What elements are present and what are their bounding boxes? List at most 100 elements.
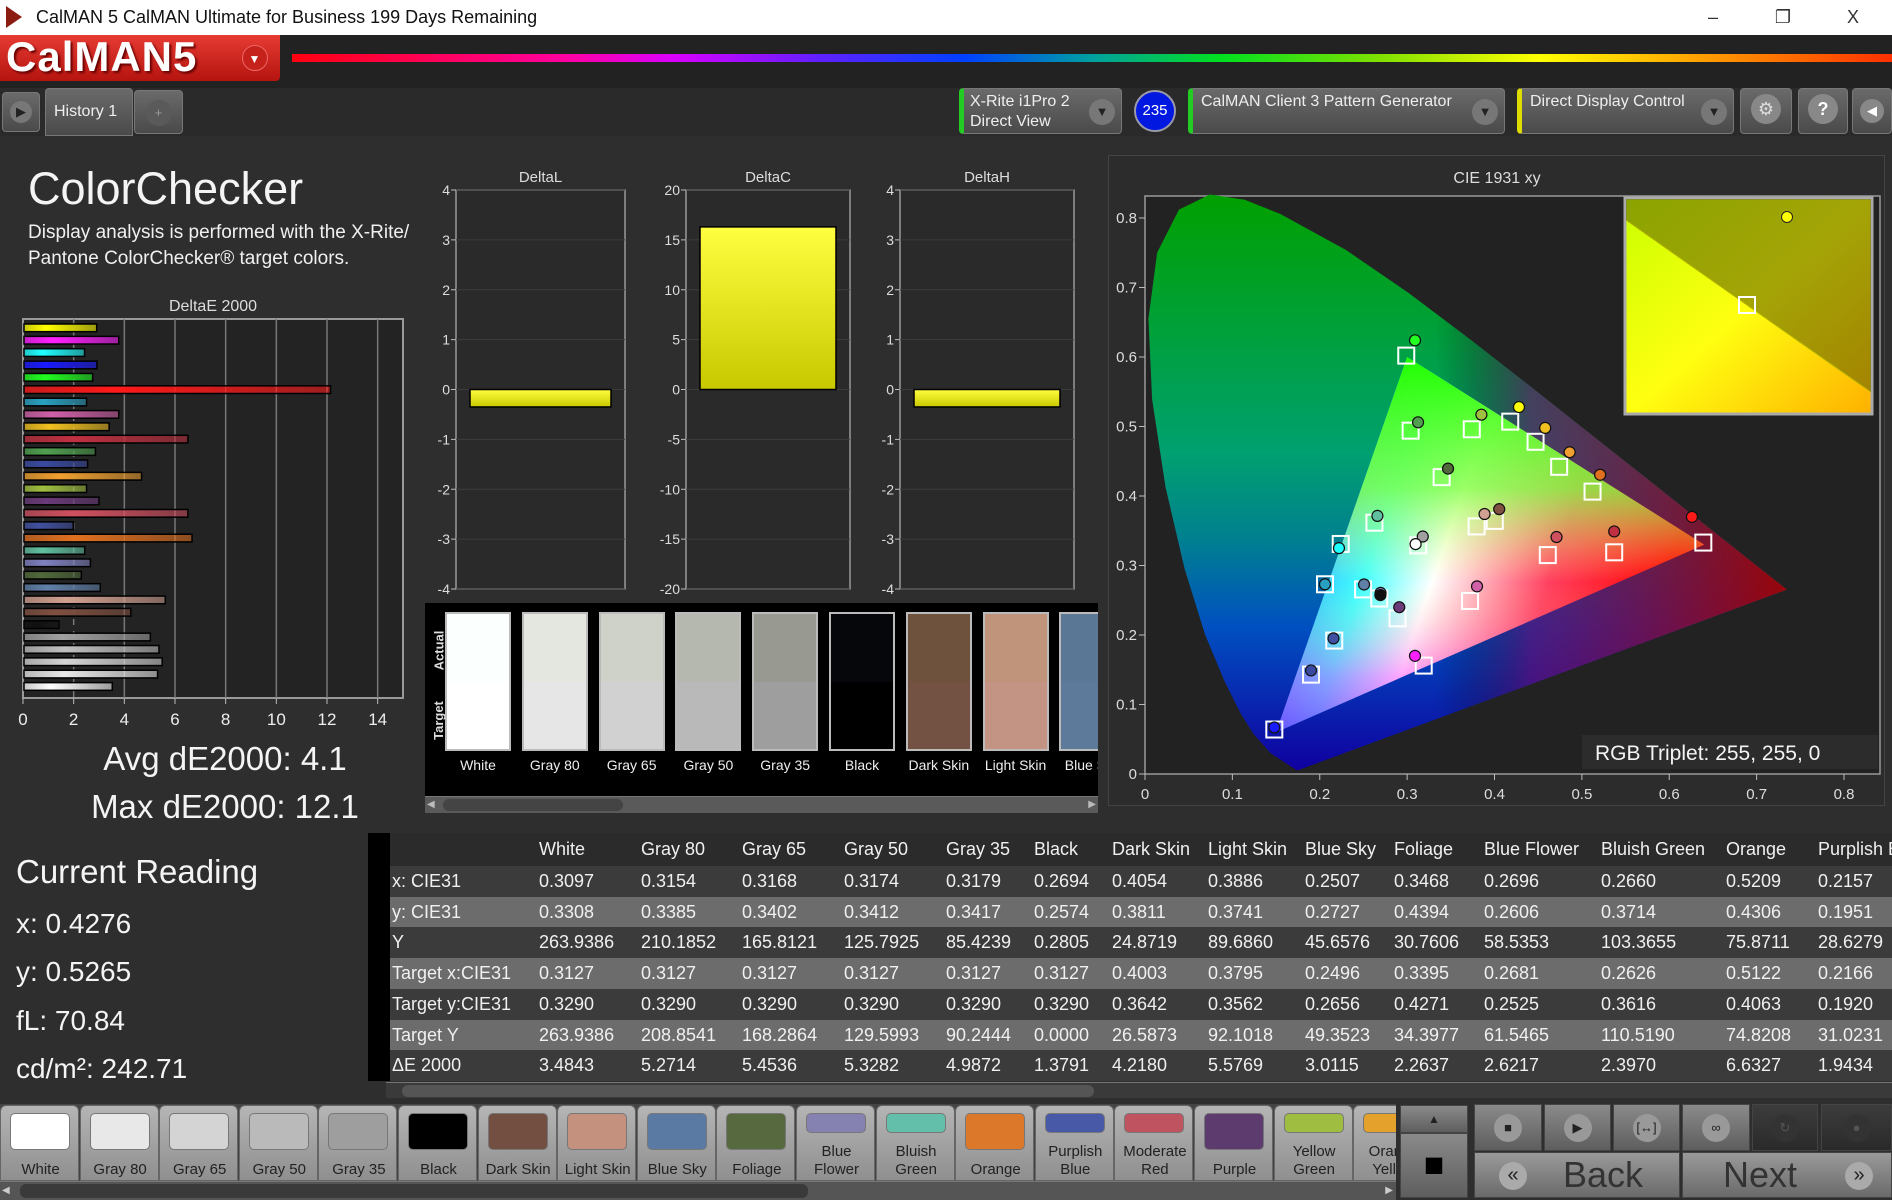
column-header[interactable]: Dark Skin	[1112, 839, 1191, 859]
x-tick-label: 14	[368, 710, 387, 729]
column-header[interactable]: Gray 65	[742, 839, 807, 859]
column-header[interactable]: Bluish Green	[1601, 839, 1706, 859]
restore-button[interactable]: ❐	[1774, 7, 1792, 27]
patch-blue-flower[interactable]: Blue Flower	[796, 1105, 875, 1181]
patch-gray-65[interactable]: Gray 65	[159, 1105, 239, 1181]
scroll-thumb[interactable]	[443, 799, 623, 811]
table-scrollbar[interactable]	[386, 1082, 1892, 1098]
column-header[interactable]: Gray 35	[946, 839, 1011, 859]
column-header[interactable]: Orange	[1726, 839, 1787, 859]
patch-label-line1: Purplish	[1048, 1143, 1103, 1160]
x-tick-label: 2	[69, 710, 78, 729]
column-header[interactable]: Light Skin	[1208, 839, 1288, 859]
scroll-left-icon[interactable]: ◀	[2, 1185, 10, 1196]
patch-bluish-green[interactable]: Bluish Green	[875, 1105, 955, 1181]
patch-orange-yellow[interactable]: OrangeYellow	[1353, 1105, 1396, 1181]
y-tick-label: 0	[672, 382, 680, 398]
back-button[interactable]: « Back	[1474, 1152, 1680, 1198]
patch-label-line1: Gray 50	[252, 1161, 306, 1178]
scroll-thumb[interactable]	[402, 1085, 1094, 1097]
column-header[interactable]: Gray 80	[641, 839, 706, 859]
table-row: x: CIE31 0.3097 0.3154 0.3168 0.3174 0.3179 0.…	[368, 866, 1892, 897]
patch-light-skin[interactable]: Light Skin	[557, 1105, 637, 1181]
column-header[interactable]: Blue Sky	[1305, 839, 1377, 859]
max-de2000: Max dE2000: 12.1	[91, 788, 359, 825]
deltae-bar	[23, 521, 74, 531]
scroll-right-icon[interactable]: ▶	[1385, 1185, 1393, 1196]
patch-purplish-blue[interactable]: Purplish Blue	[1034, 1105, 1114, 1181]
close-button[interactable]: X	[1846, 7, 1859, 27]
chevron-down-icon[interactable]: ▼	[242, 45, 268, 71]
patch-color	[248, 1113, 309, 1150]
pattern-generator-selector[interactable]: CalMAN Client 3 Pattern Generator ▼	[1188, 88, 1505, 134]
table-cell: 3.4843	[539, 1055, 595, 1076]
patch-moderate-red[interactable]: Moderate Red	[1114, 1105, 1194, 1181]
patch-gray-35[interactable]: Gray 35	[318, 1105, 398, 1181]
patch-foliage[interactable]: Foliage	[716, 1105, 796, 1181]
target-point	[1462, 420, 1481, 439]
minimize-button[interactable]: –	[1707, 7, 1718, 27]
table-cell: 0.3468	[1394, 871, 1450, 891]
deltae-bar	[23, 347, 86, 358]
column-header[interactable]: Gray 50	[844, 839, 909, 859]
settings-button[interactable]: ⚙	[1740, 88, 1792, 134]
column-header[interactable]: Purplish Blue	[1818, 839, 1892, 859]
y-tick-label: 0.5	[1116, 419, 1137, 436]
column-header[interactable]: Blue Flower	[1484, 839, 1580, 859]
add-tab-button[interactable]: +	[134, 90, 183, 134]
table-cell: 0.3642	[1112, 993, 1168, 1014]
patch-gray-50[interactable]: Gray 50	[238, 1105, 318, 1181]
patch-dark-skin[interactable]: Dark Skin	[477, 1105, 557, 1181]
stop-button[interactable]: ■	[1474, 1104, 1542, 1151]
patch-scrollbar[interactable]: ◀ ▶	[0, 1181, 1396, 1200]
stop-toggle-button[interactable]: ■	[1400, 1133, 1468, 1198]
swatch-scrollbar[interactable]: ◀ ▶	[425, 796, 1098, 813]
table-cell: 0.3290	[641, 993, 697, 1014]
patch-white[interactable]: White	[0, 1105, 79, 1181]
table-row: ΔE 2000 3.4843 5.2714 5.4536 5.3282 4.9872 1.3…	[368, 1050, 1892, 1081]
next-button[interactable]: Next »	[1682, 1152, 1892, 1198]
scroll-thumb[interactable]	[20, 1184, 808, 1198]
table-cell: 0.3127	[742, 963, 798, 984]
rgb-triplet-box	[1582, 735, 1878, 769]
calman-logo-menu[interactable]: CalMAN5 ▼	[0, 35, 280, 81]
y-tick-label: -10	[660, 481, 680, 497]
swatch-comparison: Actual Target White Gray 80 Gray 65 Gray 50…	[425, 603, 1098, 797]
deltae-bar	[23, 434, 189, 444]
play-button[interactable]: ▶	[1544, 1104, 1611, 1151]
patch-purple[interactable]: Purple	[1194, 1105, 1273, 1181]
record-button[interactable]: ●	[1821, 1104, 1892, 1151]
meter-selector[interactable]: X-Rite i1Pro 2 Direct View ▼	[959, 88, 1122, 134]
patch-orange[interactable]: Orange	[955, 1105, 1035, 1181]
table-cell: 0.3886	[1208, 871, 1264, 891]
tab-history-1[interactable]: History 1	[45, 88, 133, 136]
refresh-button[interactable]: ↻	[1752, 1104, 1818, 1151]
next-chevron-icon: »	[1845, 1162, 1873, 1190]
table-cell: 0.4271	[1394, 993, 1450, 1014]
collapse-panel-button[interactable]: ◀	[1852, 88, 1892, 134]
infinity-button[interactable]: ∞	[1682, 1104, 1750, 1151]
column-header[interactable]: Black	[1034, 839, 1079, 859]
sidebar-toggle-button[interactable]: ▶	[2, 92, 40, 132]
swatch-light-skin	[982, 612, 1049, 751]
patch-black[interactable]: Black	[398, 1105, 477, 1181]
patch-gray-80[interactable]: Gray 80	[79, 1105, 159, 1181]
scroll-right-icon[interactable]: ▶	[1088, 799, 1096, 810]
back-label: Back	[1563, 1154, 1644, 1195]
patch-yellow-green[interactable]: Yellow Green	[1273, 1105, 1353, 1181]
target-color	[984, 681, 1047, 749]
table-cell: 0.2805	[1034, 932, 1090, 953]
display-control-selector[interactable]: Direct Display Control ▼	[1517, 88, 1734, 134]
patch-blue-sky[interactable]: Blue Sky	[636, 1105, 716, 1181]
scroll-up-button[interactable]: ▲	[1400, 1105, 1468, 1133]
help-button[interactable]: ?	[1798, 88, 1848, 134]
bracket-button[interactable]: [↔]	[1613, 1104, 1680, 1151]
table-cell: 6.6327	[1726, 1055, 1782, 1076]
actual-point	[1563, 446, 1576, 459]
column-header[interactable]: White	[539, 839, 586, 859]
column-header[interactable]: Foliage	[1394, 839, 1454, 859]
patch-label-line1: Orange	[1368, 1143, 1396, 1160]
actual-point	[1539, 421, 1552, 434]
meter-badge[interactable]: 235	[1134, 90, 1176, 132]
scroll-left-icon[interactable]: ◀	[427, 799, 435, 810]
